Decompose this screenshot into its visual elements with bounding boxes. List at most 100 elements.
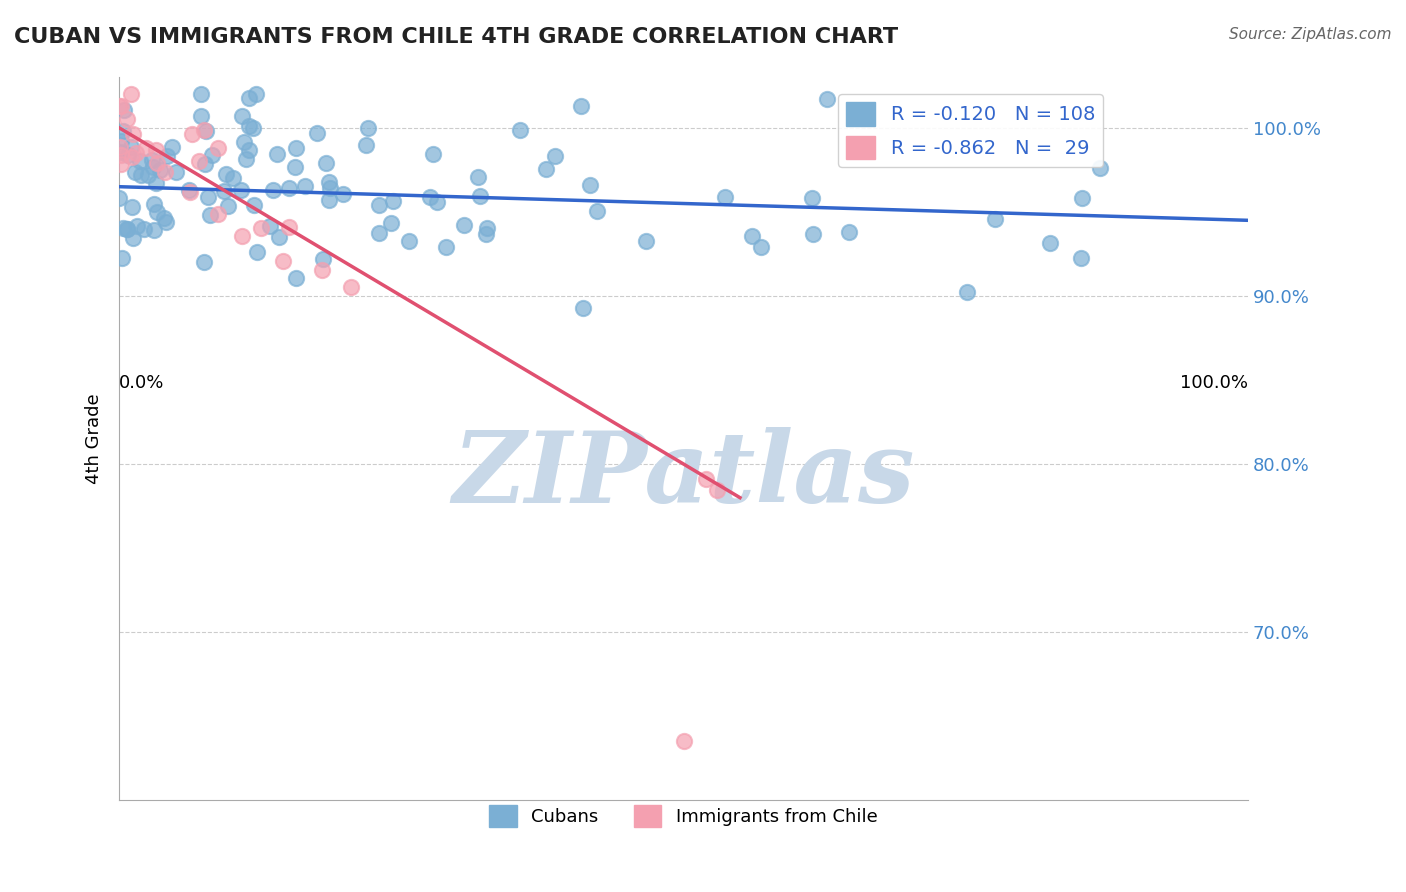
Text: 100.0%: 100.0% (1180, 374, 1249, 392)
Point (110, 148, 132, 162)
Point (578, 178, 600, 192)
Point (190, 109, 212, 123)
Point (207, 141, 229, 155)
Point (238, 119, 260, 133)
Point (307, 126, 329, 140)
Point (634, 234, 657, 248)
Point (121, 151, 143, 165)
Point (217, 198, 239, 212)
Text: Source: ZipAtlas.com: Source: ZipAtlas.com (1229, 27, 1392, 42)
Point (284, 160, 307, 174)
Point (115, 221, 138, 235)
Point (470, 189, 492, 203)
Point (145, 143, 167, 157)
Point (271, 254, 294, 268)
Point (231, 109, 253, 123)
Point (1070, 251, 1092, 265)
Point (212, 184, 235, 198)
Point (509, 123, 531, 137)
Point (695, 472, 717, 486)
Point (141, 153, 163, 167)
Point (571, 301, 593, 315)
Point (741, 228, 763, 243)
Point (249, 221, 271, 235)
Point (259, 219, 281, 233)
Point (235, 152, 257, 166)
Point (339, 280, 361, 294)
Point (146, 204, 169, 219)
Point (294, 179, 316, 194)
Point (801, 191, 824, 205)
Point (112, 103, 135, 117)
Point (266, 146, 288, 161)
Point (1088, 161, 1111, 175)
Point (111, 124, 134, 138)
Point (838, 225, 860, 239)
Point (475, 220, 498, 235)
Point (110, 157, 132, 171)
Text: CUBAN VS IMMIGRANTS FROM CHILE 4TH GRADE CORRELATION CHART: CUBAN VS IMMIGRANTS FROM CHILE 4TH GRADE… (14, 27, 898, 46)
Point (319, 181, 342, 195)
Point (1038, 236, 1060, 251)
Point (155, 215, 177, 229)
Point (149, 162, 172, 177)
Point (277, 220, 299, 235)
Point (815, 92, 838, 106)
Point (357, 121, 380, 136)
Text: 0.0%: 0.0% (120, 374, 165, 392)
Point (246, 245, 269, 260)
Point (179, 185, 201, 199)
Point (193, 255, 215, 269)
Point (422, 147, 444, 161)
Point (108, 98, 131, 112)
Point (180, 127, 202, 141)
Point (125, 145, 148, 160)
Point (197, 190, 219, 204)
Point (285, 271, 308, 285)
Point (142, 197, 165, 211)
Point (108, 191, 131, 205)
Point (115, 112, 138, 126)
Point (243, 198, 266, 212)
Point (713, 190, 735, 204)
Point (801, 227, 824, 241)
Point (311, 263, 333, 277)
Point (207, 207, 229, 221)
Point (749, 239, 772, 253)
Point (115, 221, 138, 235)
Point (318, 194, 340, 208)
Point (238, 91, 260, 105)
Point (122, 127, 145, 141)
Point (231, 229, 253, 244)
Point (436, 240, 458, 254)
Point (232, 135, 254, 149)
Point (135, 141, 157, 155)
Point (110, 145, 132, 159)
Point (222, 171, 245, 186)
Legend: Cubans, Immigrants from Chile: Cubans, Immigrants from Chile (482, 798, 884, 835)
Point (534, 161, 557, 176)
Point (278, 181, 301, 195)
Point (315, 156, 337, 170)
Point (453, 218, 475, 232)
Point (380, 216, 402, 230)
Point (129, 154, 152, 169)
Point (136, 168, 159, 182)
Point (193, 123, 215, 137)
Point (111, 221, 134, 235)
Point (381, 194, 404, 209)
Point (242, 121, 264, 136)
Point (198, 208, 221, 222)
Point (419, 190, 441, 204)
Text: ZIPatlas: ZIPatlas (453, 426, 915, 524)
Point (190, 87, 212, 102)
Point (672, 734, 695, 748)
Point (956, 285, 979, 300)
Point (194, 157, 217, 171)
Point (110, 134, 132, 148)
Point (121, 231, 143, 245)
Point (117, 148, 139, 162)
Point (475, 227, 498, 241)
Point (467, 169, 489, 184)
Point (153, 164, 176, 178)
